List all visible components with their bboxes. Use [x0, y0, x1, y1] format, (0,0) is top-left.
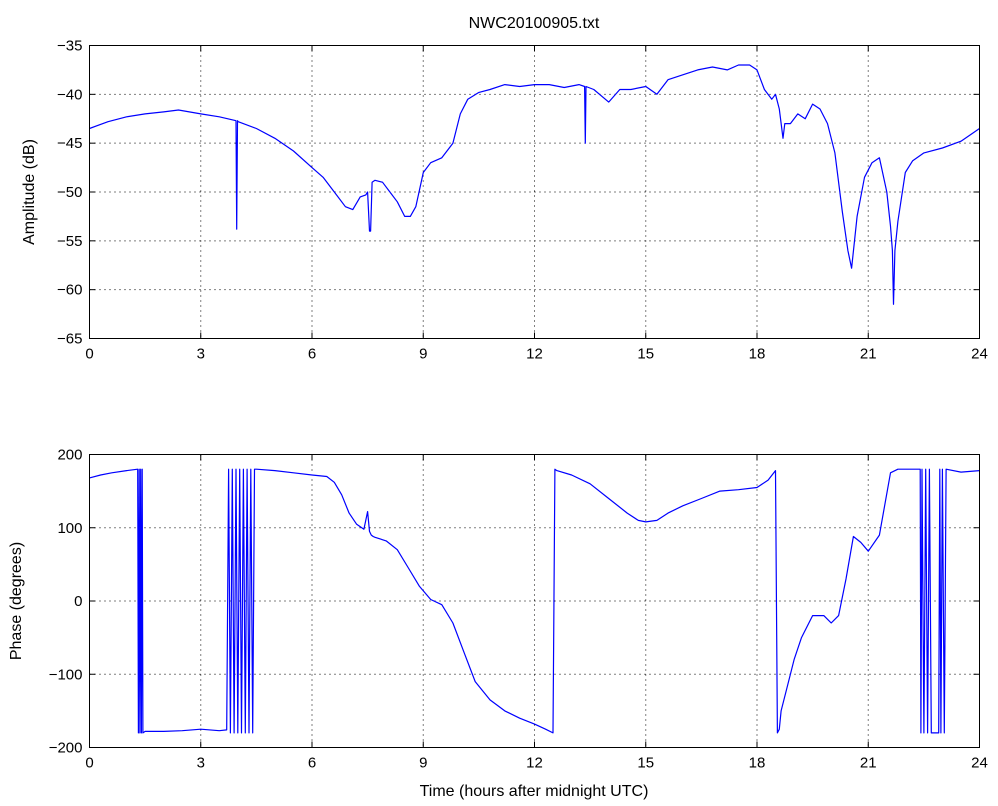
amplitude-y-axis-label: Amplitude (dB) [21, 139, 38, 245]
phase-x-tick-label: 24 [971, 755, 988, 772]
amplitude-y-tick-label: −45 [57, 135, 82, 152]
amplitude-x-tick-label: 12 [526, 346, 543, 363]
amplitude-y-tick-label: −60 [57, 282, 82, 299]
phase-x-tick-label: 21 [860, 755, 877, 772]
amplitude-y-tick-label: −55 [57, 233, 82, 250]
amplitude-x-tick-label: 15 [637, 346, 654, 363]
amplitude-series-line [89, 64, 980, 305]
phase-y-axis-label: Phase (degrees) [8, 542, 25, 660]
phase-x-tick-label: 9 [419, 755, 427, 772]
phase-y-tick-label: −200 [49, 740, 83, 757]
phase-series-line [89, 468, 980, 734]
phase-x-tick-label: 0 [85, 755, 93, 772]
phase-y-tick-label: 200 [57, 447, 82, 464]
phase-y-tick-label: −100 [49, 666, 83, 683]
phase-x-tick-label: 15 [637, 755, 654, 772]
chart-title: NWC20100905.txt [469, 15, 600, 32]
amplitude-x-tick-label: 21 [860, 346, 877, 363]
amplitude-y-tick-label: −35 [57, 38, 82, 55]
phase-y-tick-label: 100 [57, 520, 82, 537]
phase-x-axis-label: Time (hours after midnight UTC) [420, 783, 649, 800]
phase-y-tick-label: 0 [74, 593, 82, 610]
amplitude-x-tick-label: 18 [749, 346, 766, 363]
amplitude-x-tick-label: 9 [419, 346, 427, 363]
phase-x-tick-label: 6 [308, 755, 316, 772]
amplitude-x-tick-label: 6 [308, 346, 316, 363]
amplitude-y-tick-label: −40 [57, 86, 82, 103]
amplitude-x-tick-label: 3 [197, 346, 205, 363]
amplitude-panel: 0 3 6 9 12 15 18 21 24 −65 −60 −55 −50 −45 −40 −35 Ampl… [21, 38, 988, 363]
phase-x-tick-label: 3 [197, 755, 205, 772]
amplitude-x-tick-label: 24 [971, 346, 988, 363]
amplitude-y-tick-label: −50 [57, 184, 82, 201]
phase-x-tick-label: 18 [749, 755, 766, 772]
amplitude-y-tick-label: −65 [57, 331, 82, 348]
amplitude-x-tick-label: 0 [85, 346, 93, 363]
phase-x-tick-label: 12 [526, 755, 543, 772]
phase-panel: 0 3 6 9 12 15 18 21 24 −200 −100 0 100 200 Phase (deg… [8, 447, 988, 801]
